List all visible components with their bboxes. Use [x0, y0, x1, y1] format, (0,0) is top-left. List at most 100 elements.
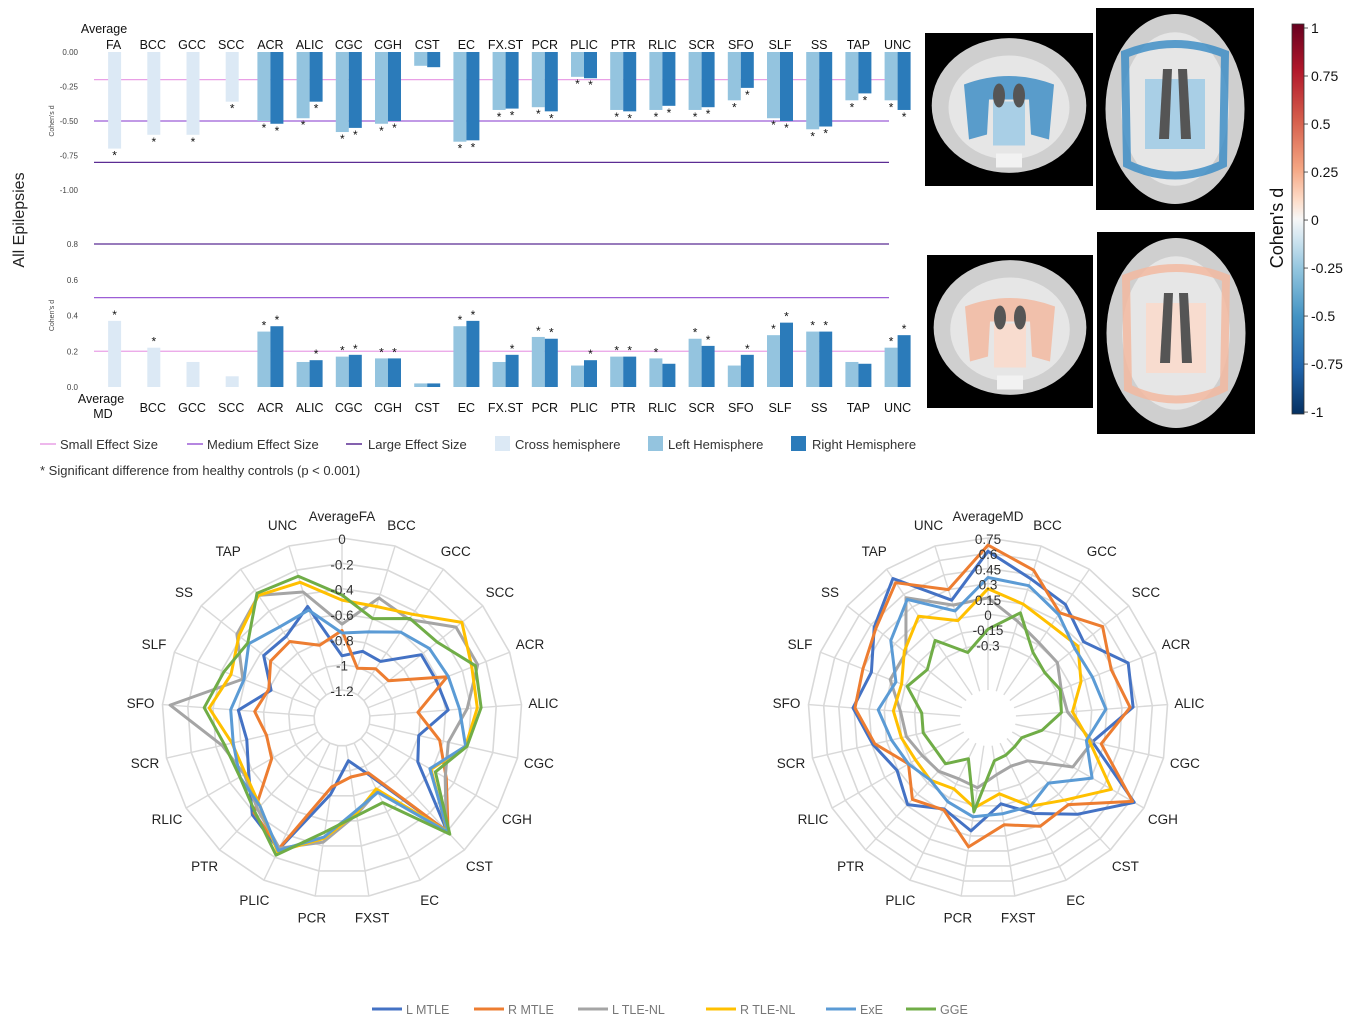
left-hemisphere-swatch [648, 436, 663, 451]
ventricle [1014, 305, 1026, 330]
y-axis-label: Cohen's d [49, 300, 56, 331]
significance-star: * [588, 347, 593, 361]
left-hemisphere-bar [610, 356, 624, 387]
radar-tick-label: -1 [336, 659, 348, 674]
radar-spoke [263, 742, 331, 881]
significance-star: * [112, 308, 117, 322]
radar-grid-ring [822, 552, 1154, 882]
y-tick-label: 0.00 [62, 48, 78, 57]
cross-hemisphere-bar [225, 376, 239, 387]
right-hemisphere-bar [388, 52, 401, 121]
category-label: UNC [884, 38, 911, 52]
radar-spoke [166, 723, 315, 759]
left-hemisphere-bar [453, 52, 467, 142]
significance-star: * [850, 100, 855, 114]
radar-axis-label: GCC [441, 544, 471, 559]
category-label: PLIC [570, 38, 598, 52]
significance-star: * [340, 344, 345, 358]
medium-effect-label: Medium Effect Size [207, 437, 319, 452]
cross-hemisphere-swatch [495, 436, 510, 451]
radar-spoke [1003, 568, 1090, 696]
radar-spoke [960, 745, 985, 897]
significance-star: * [549, 326, 554, 340]
radar-series-line [853, 543, 1134, 849]
radar-spoke [909, 742, 977, 881]
significance-star: * [191, 135, 196, 149]
radar-axis-label: CGC [524, 756, 554, 771]
right-hemisphere-bar [662, 52, 676, 106]
left-hemisphere-bar [806, 331, 820, 387]
right-hemisphere-bar [270, 326, 284, 387]
left-hemisphere-bar [884, 347, 898, 387]
significance-star: * [314, 102, 319, 116]
category-label-prefix: Average [81, 22, 127, 36]
significance-star: * [627, 111, 632, 125]
radar-grid-ring [161, 537, 523, 897]
left-hemisphere-bar [727, 365, 741, 387]
radar-tick-label: -0.2 [330, 557, 353, 572]
y-tick-label: -0.25 [60, 83, 79, 92]
right-hemisphere-bar [897, 52, 911, 110]
category-label: GCC [178, 401, 206, 415]
colorbar-tick-label: -0.5 [1311, 308, 1335, 324]
left-hemisphere-bar [845, 361, 859, 387]
left-hemisphere-bar [806, 52, 820, 130]
right-hemisphere-bar [388, 358, 401, 387]
category-label: ACR [257, 401, 283, 415]
right-hemisphere-bar [662, 363, 676, 387]
significance-star: * [497, 110, 502, 124]
right-hemisphere-bar [544, 52, 558, 112]
radar-axis-label: PCR [298, 911, 327, 926]
left-hemisphere-bar [453, 326, 467, 387]
significance-star: * [575, 77, 580, 91]
radar-axis-label: SFO [127, 696, 155, 711]
radar-axis-label: AverageMD [952, 509, 1023, 524]
radar-axis-label: AverageFA [309, 509, 376, 524]
right-hemisphere-bar [544, 338, 558, 387]
radar-legend-label: GGE [940, 1003, 968, 1017]
category-label: FA [106, 38, 122, 52]
category-label: CGC [335, 38, 363, 52]
left-hemisphere-bar [375, 358, 388, 387]
radar-axis-label: CGH [502, 812, 532, 827]
left-hemisphere-bar [884, 52, 898, 101]
significance-star: * [314, 347, 319, 361]
row-label: All Epilepsies [11, 172, 28, 267]
radar-grid-ring [313, 689, 371, 747]
significance-star: * [458, 313, 463, 327]
radar-axis-label: CGH [1148, 812, 1178, 827]
radar-axis-label: RLIC [152, 812, 183, 827]
radar-tick-label: -0.8 [330, 633, 353, 648]
radar-axis-label: PTR [191, 859, 218, 874]
radar-spoke [367, 651, 510, 709]
left-hemisphere-bar [688, 338, 702, 387]
left-hemisphere-bar [571, 365, 584, 387]
tract-overlay [964, 76, 1054, 140]
cross-hemisphere-bar [108, 52, 122, 149]
category-label: EC [458, 38, 475, 52]
radar-spoke [353, 742, 421, 881]
radar-axis-label: CST [466, 859, 493, 874]
category-label: PLIC [570, 401, 598, 415]
significance-star: * [262, 319, 267, 333]
radar-axis-label: UNC [914, 518, 943, 533]
significance-star: * [784, 310, 789, 324]
significance-star: * [262, 121, 267, 135]
right-hemisphere-bar [466, 320, 480, 387]
left-hemisphere-bar [335, 356, 349, 387]
right-hemisphere-bar [270, 52, 284, 124]
right-hemisphere-bar [584, 52, 597, 79]
y-tick-label: -1.00 [60, 186, 79, 195]
significance-star: * [863, 93, 868, 107]
radar-axis-label: PCR [944, 911, 973, 926]
y-tick-label: 0.6 [67, 276, 79, 285]
category-label: BCC [140, 401, 166, 415]
significance-star: * [353, 128, 358, 142]
colorbar-tick-label: -0.75 [1311, 356, 1343, 372]
radar-spoke [934, 545, 981, 692]
radar-spoke [1011, 731, 1145, 809]
radar-series-line [905, 611, 1063, 814]
radar-spoke [1015, 703, 1168, 717]
radar-spoke [185, 731, 319, 809]
right-hemisphere-bar [701, 52, 715, 108]
